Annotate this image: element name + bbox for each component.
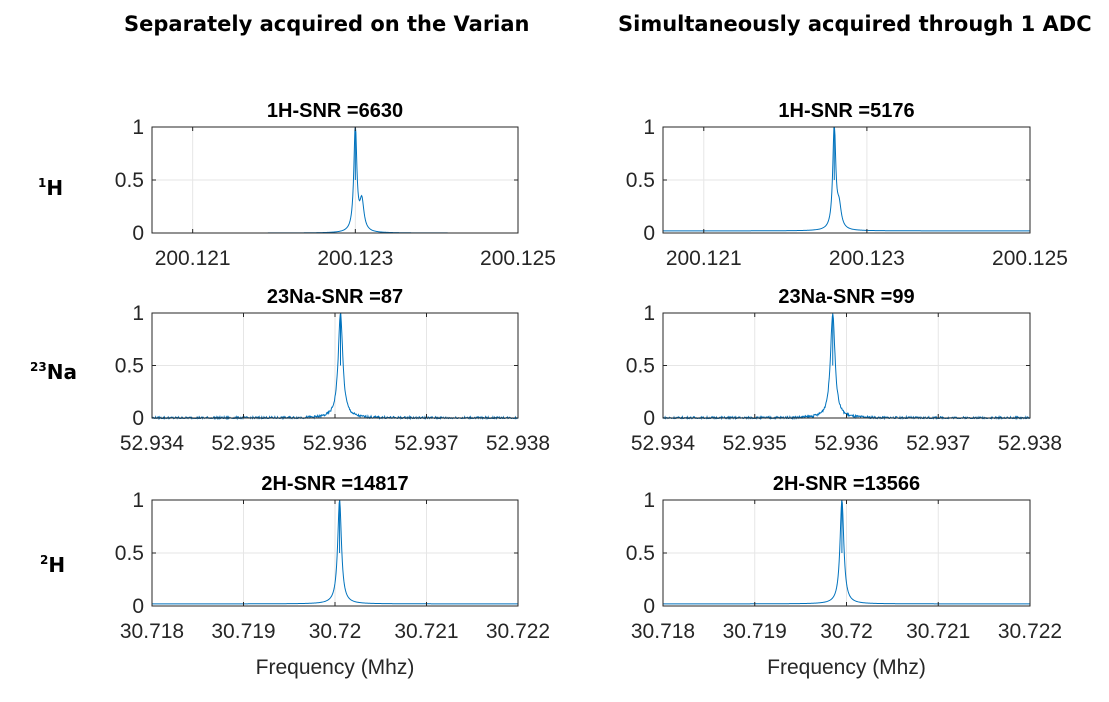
y-tick-label: 0.5 bbox=[626, 169, 655, 192]
x-tick-label: 52.934 bbox=[631, 432, 696, 455]
y-tick-label: 0.5 bbox=[626, 355, 655, 378]
y-tick-label: 1 bbox=[643, 116, 655, 139]
chart-title: 2H-SNR =14817 bbox=[261, 473, 408, 495]
y-tick-label: 0 bbox=[132, 595, 144, 618]
chart-title: 2H-SNR =13566 bbox=[773, 473, 920, 495]
row-label-23na-sup: 23 bbox=[30, 360, 47, 374]
row-label-1h: 1H bbox=[38, 176, 63, 200]
y-tick-label: 0.5 bbox=[115, 542, 144, 565]
x-tick-label: 30.721 bbox=[394, 620, 458, 643]
y-tick-label: 0.5 bbox=[115, 355, 144, 378]
x-tick-label: 200.123 bbox=[317, 247, 393, 270]
y-tick-label: 0 bbox=[643, 595, 655, 618]
x-tick-label: 52.936 bbox=[814, 432, 878, 455]
row-label-1h-sup: 1 bbox=[38, 176, 47, 190]
x-tick-label: 52.937 bbox=[906, 432, 970, 455]
chart-panel-4: 52.934 52.935 52.936 52.937 52.938 0 0.5 1 23Na-… bbox=[626, 286, 1062, 455]
y-tick-label: 0 bbox=[643, 222, 655, 245]
spectrum-line bbox=[152, 500, 518, 605]
y-tick-label: 1 bbox=[132, 116, 144, 139]
x-tick-label: 200.125 bbox=[480, 247, 556, 270]
y-tick-label: 1 bbox=[132, 302, 144, 325]
x-tick-label: 30.719 bbox=[211, 620, 275, 643]
x-tick-label: 30.718 bbox=[120, 620, 184, 643]
y-tick-label: 0.5 bbox=[626, 542, 655, 565]
x-tick-label: 52.935 bbox=[723, 432, 787, 455]
x-tick-label: 30.721 bbox=[906, 620, 970, 643]
y-tick-label: 0.5 bbox=[115, 169, 144, 192]
x-tick-label: 30.72 bbox=[820, 620, 873, 643]
row-label-2h-main: H bbox=[48, 553, 66, 577]
chart-title: 23Na-SNR =99 bbox=[778, 286, 914, 308]
y-tick-label: 0 bbox=[132, 407, 144, 430]
y-tick-label: 1 bbox=[132, 489, 144, 512]
y-tick-label: 0 bbox=[132, 222, 144, 245]
row-label-1h-main: H bbox=[46, 176, 64, 200]
chart-panel-5: 30.718 30.719 30.72 30.721 30.722 0 0.5 1 2H-SNR… bbox=[115, 473, 550, 679]
x-tick-label: 52.938 bbox=[998, 432, 1062, 455]
x-tick-label: 30.719 bbox=[723, 620, 787, 643]
chart-panel-2: 200.121 200.123 200.125 0 0.5 1 1H-SNR =5176 bbox=[626, 100, 1068, 270]
chart-title: 1H-SNR =6630 bbox=[267, 100, 403, 122]
x-axis-label: Frequency (Mhz) bbox=[256, 656, 415, 679]
x-tick-label: 200.125 bbox=[992, 247, 1068, 270]
chart-panel-1: 200.121 200.123 200.125 0 0.5 1 1H-SNR =6630 bbox=[115, 100, 556, 270]
spectrum-line bbox=[663, 126, 1030, 232]
x-tick-label: 30.722 bbox=[998, 620, 1062, 643]
x-axis-label: Frequency (Mhz) bbox=[767, 656, 926, 679]
chart-panel-3: 52.934 52.935 52.936 52.937 52.938 0 0.5 1 23Na-… bbox=[115, 286, 550, 455]
chart-title: 23Na-SNR =87 bbox=[267, 286, 403, 308]
x-tick-label: 52.937 bbox=[394, 432, 458, 455]
spectrum-line bbox=[663, 500, 1030, 605]
x-tick-label: 200.121 bbox=[666, 247, 742, 270]
x-tick-label: 30.72 bbox=[309, 620, 362, 643]
y-tick-label: 0 bbox=[643, 407, 655, 430]
x-tick-label: 52.935 bbox=[211, 432, 275, 455]
x-tick-label: 52.934 bbox=[120, 432, 185, 455]
chart-title: 1H-SNR =5176 bbox=[778, 100, 914, 122]
x-tick-label: 52.936 bbox=[303, 432, 367, 455]
x-tick-label: 200.121 bbox=[155, 247, 231, 270]
right-column-header: Simultaneously acquired through 1 ADC bbox=[618, 12, 1092, 36]
row-label-2h: 2H bbox=[40, 553, 65, 577]
y-tick-label: 1 bbox=[643, 302, 655, 325]
left-column-header: Separately acquired on the Varian bbox=[124, 12, 530, 36]
x-tick-label: 30.718 bbox=[631, 620, 695, 643]
x-tick-label: 30.722 bbox=[486, 620, 550, 643]
row-label-23na-main: Na bbox=[46, 360, 77, 384]
x-tick-label: 200.123 bbox=[829, 247, 905, 270]
x-tick-label: 52.938 bbox=[486, 432, 550, 455]
y-tick-label: 1 bbox=[643, 489, 655, 512]
row-label-23na: 23Na bbox=[30, 360, 77, 384]
chart-panel-6: 30.718 30.719 30.72 30.721 30.722 0 0.5 1 2H-SNR… bbox=[626, 473, 1062, 679]
row-label-2h-sup: 2 bbox=[40, 553, 49, 567]
